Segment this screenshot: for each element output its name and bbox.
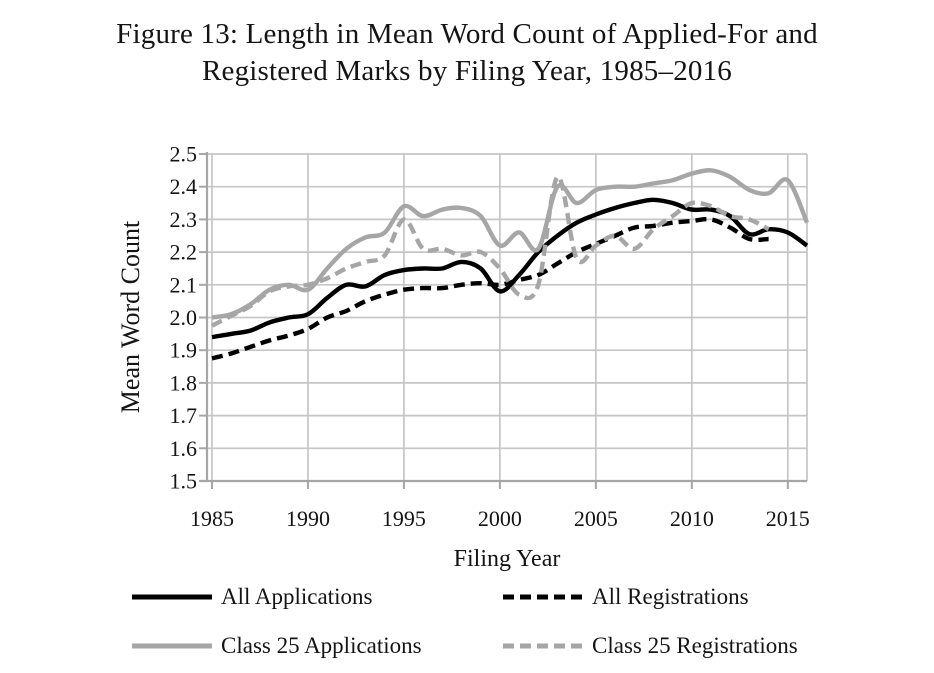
legend-label: Class 25 Applications	[221, 633, 422, 658]
y-tick-label: 1.5	[170, 469, 198, 494]
x-tick-label: 1985	[190, 506, 234, 531]
legend-item-all-applications: All Applications	[131, 583, 372, 611]
y-tick-label: 2.0	[170, 305, 198, 330]
legend-swatch-solid-black-line	[132, 594, 212, 600]
legend-label: All Registrations	[592, 584, 749, 609]
legend-swatch-solid-gray-line	[132, 643, 212, 649]
x-tick-label: 2005	[574, 506, 618, 531]
y-tick-label: 2.2	[170, 240, 198, 265]
legend-item-class-25-applications: Class 25 Applications	[131, 632, 422, 660]
legend-swatch-dashed-black-line	[503, 594, 583, 600]
figure-title-line1: Figure 13: Length in Mean Word Count of …	[116, 18, 818, 50]
legend-item-class-25-registrations: Class 25 Registrations	[502, 632, 798, 660]
y-tick-label: 2.5	[170, 142, 198, 167]
y-tick-labels: 1.5 1.6 1.7 1.8 1.9 2.0 2.1 2.2 2.3 2.4 2.5	[170, 142, 198, 494]
x-tick-labels: 1985 1990 1995 2000 2005 2010 2015	[190, 506, 810, 531]
x-axis-title: Filing Year	[454, 546, 561, 572]
figure-title-line2: Registered Marks by Filing Year, 1985–20…	[201, 55, 733, 87]
legend-swatch-dashed-gray-line	[503, 643, 583, 649]
series-line-class-25-applications	[211, 168, 810, 320]
legend-label: Class 25 Registrations	[592, 633, 798, 658]
series-lines	[210, 168, 810, 361]
series-line-all-applications	[211, 197, 809, 340]
y-tick-label: 1.7	[170, 403, 198, 428]
legend-label: All Applications	[221, 584, 373, 609]
x-tick-label: 2010	[670, 506, 714, 531]
y-axis-title: Mean Word Count	[116, 220, 145, 413]
y-tick-label: 2.1	[170, 272, 198, 297]
legend-item-all-registrations: All Registrations	[502, 583, 749, 611]
axes	[199, 152, 807, 489]
x-tick-label: 1995	[382, 506, 426, 531]
y-tick-label: 1.8	[170, 370, 198, 395]
x-tick-label: 2015	[766, 506, 810, 531]
series-line-class-25-registrations	[210, 174, 770, 328]
y-tick-label: 2.4	[170, 174, 198, 199]
x-tick-label: 1990	[286, 506, 330, 531]
series-line-all-registrations	[211, 216, 769, 361]
x-tick-label: 2000	[478, 506, 522, 531]
y-tick-label: 1.9	[170, 338, 198, 363]
figure-title: Figure 13: Length in Mean Word Count of …	[0, 16, 934, 90]
y-tick-label: 2.3	[170, 207, 198, 232]
y-tick-label: 1.6	[170, 436, 198, 461]
